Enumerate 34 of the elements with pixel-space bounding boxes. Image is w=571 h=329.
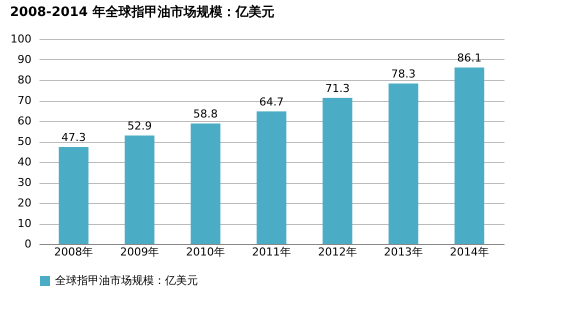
data-label: 86.1 [457, 51, 482, 64]
data-label: 52.9 [127, 120, 152, 133]
x-tick-label: 2008年 [54, 246, 94, 258]
y-tick-label: 70 [18, 94, 32, 107]
data-label: 78.3 [391, 67, 416, 80]
bar [58, 147, 88, 244]
x-tick-label: 2010年 [186, 246, 226, 258]
bar [124, 136, 154, 244]
x-tick-label: 2013年 [384, 246, 423, 258]
data-label: 71.3 [325, 82, 350, 95]
y-tick-label: 30 [18, 176, 32, 189]
chart-title: 2008-2014 年全球指甲油市场规模：亿美元 [10, 4, 274, 20]
y-tick-label: 50 [18, 135, 32, 148]
bar [322, 98, 352, 244]
x-tick-label: 2012年 [318, 246, 357, 258]
bar [256, 111, 286, 244]
data-label: 64.7 [259, 95, 284, 108]
y-tick-label: 100 [10, 32, 32, 46]
data-label: 47.3 [61, 131, 86, 144]
bar [190, 123, 220, 244]
x-tick-label: 2014年 [450, 246, 489, 258]
y-tick-label: 10 [18, 217, 32, 230]
y-tick-label: 60 [18, 114, 32, 128]
x-tick-label: 2011年 [252, 246, 291, 258]
data-label: 58.8 [193, 107, 218, 120]
x-tick-label: 2009年 [120, 246, 160, 258]
y-tick-label: 20 [18, 196, 32, 210]
bar [388, 83, 418, 244]
y-tick-label: 90 [18, 53, 32, 66]
bar [454, 67, 484, 244]
y-tick-label: 80 [18, 74, 32, 86]
y-tick-label: 40 [18, 156, 32, 168]
legend-label: 全球指甲油市场规模：亿美元 [55, 274, 198, 287]
y-tick-label: 0 [24, 238, 32, 250]
